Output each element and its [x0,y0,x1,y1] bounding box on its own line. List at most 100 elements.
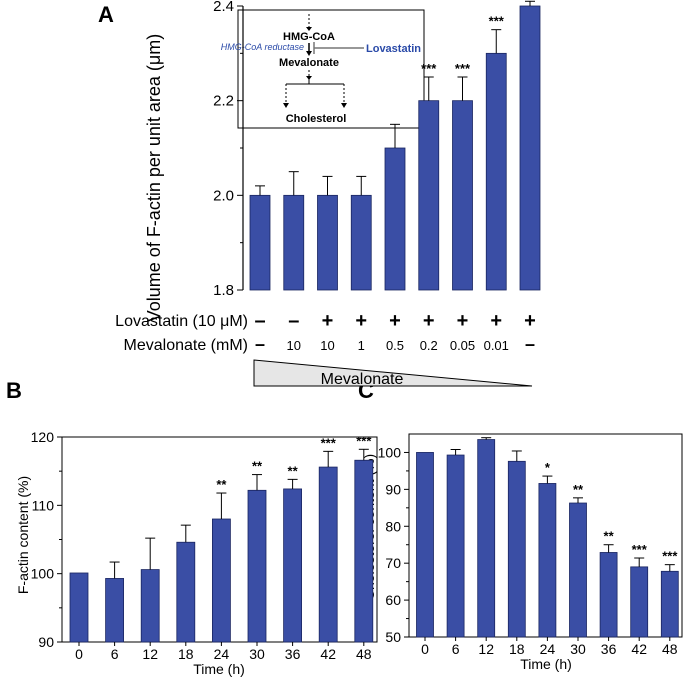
mevalonate-cell: – [255,334,265,354]
lovastatin-cell: – [288,310,299,332]
lovastatin-cell: + [389,310,401,332]
chart-a-significance: *** [455,61,471,76]
chart-b-bar [105,578,124,643]
chart-a-bar [485,52,507,291]
chart-c-significance: * [545,460,551,475]
chart-b-bar [247,489,267,643]
inset-arrowhead-left [283,103,289,108]
pathway-inset: HMG-CoA HMG-CoA reductase Lovastatin Mev… [221,9,425,129]
chart-b-ytick-label: 110 [32,497,55,513]
lovastatin-row-label: Lovastatin (10 μM) [115,313,248,330]
chart-b-significance: ** [252,459,263,474]
chart-b-xtick-label: 12 [142,646,158,662]
chart-b-bar [354,459,374,643]
chart-a-significance: *** [489,14,505,29]
lovastatin-cell: – [254,310,265,332]
chart-c-ytick-label: 100 [378,444,402,460]
inset-box [237,9,425,129]
mevalonate-row-label: Mevalonate (mM) [124,337,248,354]
chart-b-bar [211,518,231,643]
mevalonate-cell: – [525,334,535,354]
inset-arrowhead-top [306,27,312,31]
chart-b-xlabel: Time (h) [193,661,245,677]
inset-drug-label: Lovastatin [366,43,421,55]
lovastatin-cell: + [423,310,435,332]
chart-c-bar [507,460,526,638]
chart-c-xtick-label: 18 [509,641,525,657]
chart-c-xtick-label: 0 [421,641,429,657]
chart-a-ytick-label: 1.8 [213,282,234,299]
inset-arrowhead-mid [306,51,312,56]
chart-b-ytick-label: 120 [31,429,55,445]
mevalonate-cell: 0.5 [386,338,404,353]
chart-c-xlabel: Time (h) [520,656,572,672]
chart-c-xtick-label: 12 [478,641,494,657]
chart-c-xtick-label: 6 [452,641,460,657]
chart-b-significance: *** [356,433,372,448]
lovastatin-cell: + [490,310,502,332]
chart-b-xtick-label: 36 [285,646,301,662]
chart-a-bar [317,194,338,291]
inset-mevalonate: Mevalonate [279,57,339,69]
chart-c-bar [446,454,465,638]
chart-c-ytick-label: 80 [385,518,401,534]
chart-b-bar [176,541,196,643]
mevalonate-cell: 10 [320,338,334,353]
chart-c-bar [630,566,649,638]
chart-a-ytick-label: 2.0 [213,187,234,204]
lovastatin-cell: + [524,310,536,332]
chart-c-ytick-label: 60 [385,592,401,608]
chart-c-bar [538,483,557,638]
inset-enzyme-label: HMG-CoA reductase [221,42,304,52]
chart-c-xtick-label: 30 [570,641,586,657]
inset-arrowhead-low [306,76,312,80]
chart-c-significance: *** [662,549,678,564]
chart-c-bar [477,439,496,638]
chart-a-bar [418,100,440,291]
panel-label-b: B [6,378,22,403]
chart-b-xtick-label: 6 [111,646,119,662]
chart-c-significance: ** [573,482,584,497]
chart-a-ylabel: Volume of F-actin per unit area (μm) [144,34,164,322]
chart-a-bar [350,194,372,291]
chart-b-ytick-label: 90 [38,634,54,650]
chart-a-bar [249,194,271,291]
lovastatin-cell: + [355,310,367,332]
chart-b-xtick-label: 0 [75,646,83,662]
inset-hmg-coa: HMG-CoA [283,31,335,43]
chart-b-xtick-label: 42 [320,646,336,662]
chart-a-bar [283,194,305,291]
chart-c-xtick-label: 42 [631,641,647,657]
chart-c-bar [660,570,679,638]
chart-c-xtick-label: 48 [662,641,678,657]
mevalonate-cell: 0.05 [450,338,475,353]
mevalonate-cell: 10 [287,338,301,353]
chart-c-bar [416,452,434,638]
chart-b-bar [69,572,89,643]
chart-b-significance: ** [288,463,299,478]
lovastatin-cell: + [457,310,469,332]
mevalonate-cell: 0.2 [420,338,438,353]
chart-c-bar [599,552,618,638]
chart-a-ytick-label: 2.4 [213,0,234,15]
chart-b-bar [283,488,303,643]
chart-c-significance: *** [632,542,648,557]
chart-b-xtick-label: 24 [214,646,230,662]
mevalonate-cell: 0.01 [484,338,509,353]
chart-c-bar [569,502,587,638]
chart-a-bar [452,100,473,291]
chart-b-bar [318,466,338,643]
chart-b-bar [140,569,160,643]
chart-a-significance: *** [421,61,437,76]
mevalonate-gradient-triangle [253,359,533,387]
chart-c-xtick-label: 36 [601,641,617,657]
chart-b-significance: ** [216,477,227,492]
chart-c-ytick-label: 90 [385,481,401,497]
inset-cholesterol: Cholesterol [286,113,347,125]
chart-c-significance: ** [604,529,615,544]
chart-b-ytick-label: 100 [31,566,55,582]
panel-label-a: A [98,2,114,27]
chart-b-ylabel: F-actin content (%) [15,476,31,594]
